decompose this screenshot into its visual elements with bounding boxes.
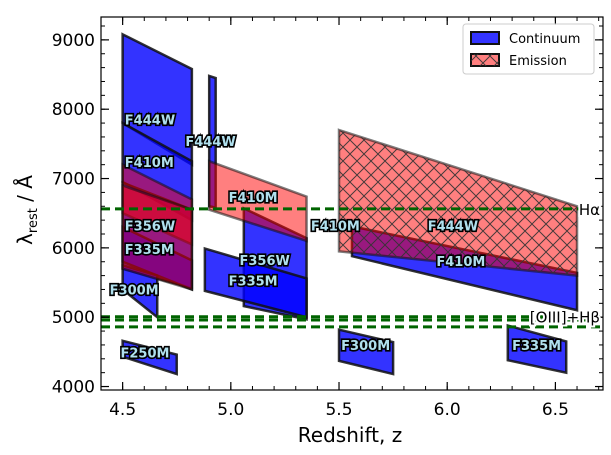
x-tick-label-0: 4.5 xyxy=(109,400,136,420)
filter-label-f410m-2: F410M xyxy=(125,156,174,171)
legend-label-emission: Emission xyxy=(509,54,567,69)
filter-label-f335m-9: F335M xyxy=(229,274,278,289)
continuum-region-f300m-9 xyxy=(337,328,395,376)
filter-label-f410m-7: F410M xyxy=(229,191,278,206)
continuum-region-f250m-6 xyxy=(121,339,178,376)
y-tick-label-1: 5000 xyxy=(52,308,95,328)
filter-label-f335m-4: F335M xyxy=(125,243,174,258)
x-tick-label-1: 5.0 xyxy=(217,400,244,420)
y-tick-label-2: 6000 xyxy=(52,239,95,259)
continuum-region-f335m-8 xyxy=(203,246,308,319)
emission-region-f410m-2 xyxy=(207,159,308,243)
x-tick-label-4: 6.5 xyxy=(542,400,569,420)
filter-label-f356w-3: F356W xyxy=(125,220,175,235)
reference-line-label-0: Hα xyxy=(579,201,600,219)
reference-line-label-1: [OIII]+Hβ xyxy=(530,309,600,327)
filter-label-f410m-10: F410M xyxy=(311,220,360,235)
x-tick-label-3: 6.0 xyxy=(434,400,461,420)
plot-frame xyxy=(100,16,604,391)
filter-label-f444w-11: F444W xyxy=(428,220,478,235)
filter-label-f444w-1: F444W xyxy=(185,135,235,150)
filter-label-f356w-8: F356W xyxy=(239,254,289,269)
y-axis-title: λrest / Å xyxy=(13,175,41,245)
filter-label-f410m-12: F410M xyxy=(436,255,485,270)
filter-label-f300m-13: F300M xyxy=(341,339,390,354)
filter-label-f250m-6: F250M xyxy=(120,346,169,361)
x-axis-title: Redshift, z xyxy=(298,423,402,447)
filter-label-f444w-0: F444W xyxy=(125,113,175,128)
continuum-region-f335m-11 xyxy=(506,323,568,375)
filter-label-f335m-14: F335M xyxy=(512,339,561,354)
y-tick-label-0: 4000 xyxy=(52,378,95,398)
filter-label-f300m-5: F300M xyxy=(110,283,159,298)
x-tick-label-2: 5.5 xyxy=(325,400,352,420)
y-tick-label-4: 8000 xyxy=(52,100,95,120)
emission-hatch-overlay xyxy=(339,130,578,276)
emission-region-f356w-1 xyxy=(121,183,194,292)
legend-swatch-continuum xyxy=(470,31,500,45)
y-tick-label-5: 9000 xyxy=(52,31,95,51)
legend: Continuum Emission xyxy=(462,23,595,75)
legend-label-continuum: Continuum xyxy=(509,32,580,47)
legend-swatch-hatch xyxy=(471,54,499,66)
y-tick-label-3: 7000 xyxy=(52,170,95,190)
